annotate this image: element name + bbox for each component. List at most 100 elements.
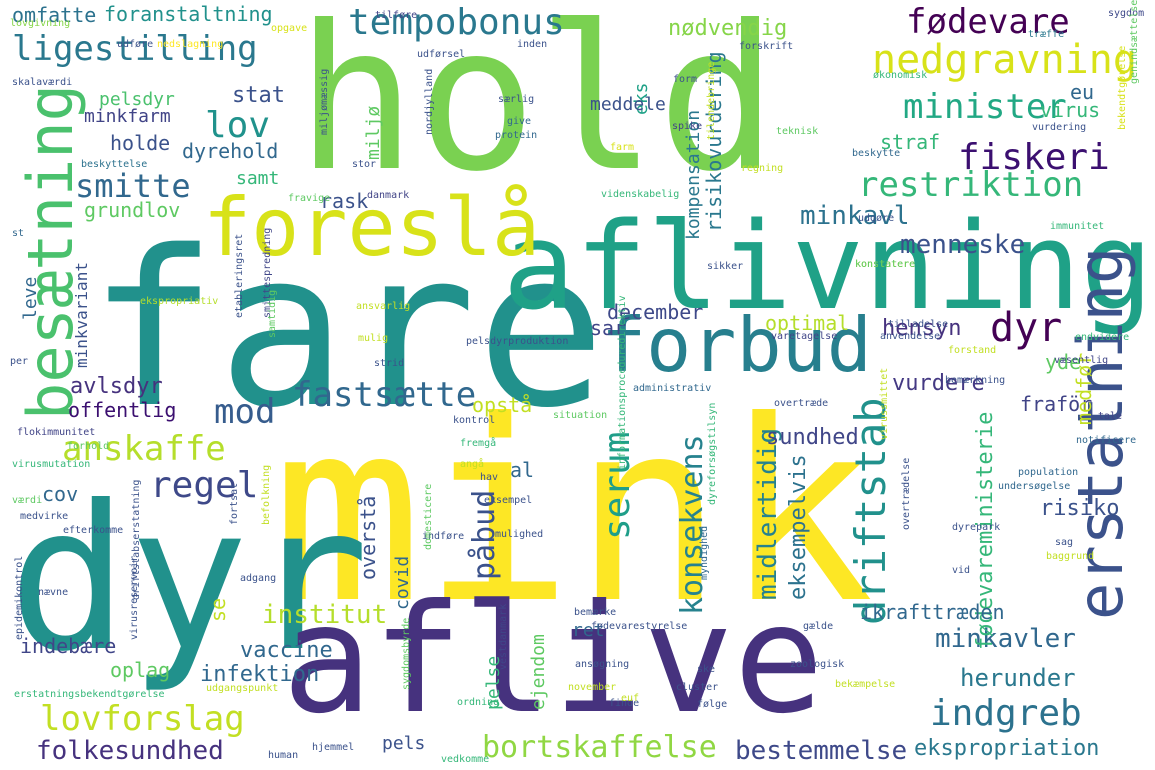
cloud-word: anvendelse <box>880 331 941 342</box>
cloud-word: vestdanmark <box>498 603 509 670</box>
cloud-word: december <box>607 300 704 324</box>
cloud-word: efterkomme <box>63 525 124 536</box>
cloud-word: nedgravning <box>872 37 1137 83</box>
cloud-word: fastsætte <box>292 375 477 415</box>
cloud-word: varetagelse <box>771 331 838 342</box>
cloud-word: ordning <box>457 697 500 708</box>
cloud-word: baggrund <box>1046 551 1095 562</box>
cloud-word: population <box>1018 467 1079 478</box>
cloud-word: vedkomme <box>441 754 490 765</box>
cloud-word: leve <box>20 276 41 320</box>
cloud-word: covid <box>392 555 413 610</box>
cloud-word: ikrafttræden <box>860 600 1005 624</box>
cloud-word: informationsproceduredirektiv <box>617 295 628 470</box>
cloud-word: ekspropriation <box>914 736 1100 761</box>
cloud-word: kontrol <box>453 415 496 426</box>
cloud-word: foranstaltning <box>104 2 273 26</box>
cloud-word: pels <box>382 733 426 754</box>
cloud-word: holde <box>110 131 171 155</box>
cloud-word: nødvendig <box>668 16 788 41</box>
cloud-word: følge <box>697 699 728 710</box>
cloud-word: bemærkning <box>945 375 1006 386</box>
cloud-word: fraför <box>1020 392 1093 416</box>
cloud-word: pelsdyr <box>99 89 175 110</box>
cloud-word: restriktion <box>858 165 1084 205</box>
cloud-word: befolkning <box>261 464 272 525</box>
cloud-word: fare <box>88 204 606 455</box>
cloud-word: eksempel <box>484 495 533 506</box>
cloud-word: tilendebringe <box>706 61 717 140</box>
cloud-word: forhold <box>67 441 110 452</box>
cloud-word: udførsel <box>417 49 466 60</box>
cloud-word: euf <box>621 693 640 704</box>
cloud-word: sundhed <box>766 425 859 450</box>
cloud-word: minkfarm <box>84 106 171 127</box>
cloud-word: udgøre <box>858 213 895 224</box>
cloud-word: flokimmunitet <box>17 427 96 438</box>
cloud-word: tempobonus <box>348 2 565 43</box>
cloud-word: vaccine <box>240 638 333 663</box>
cloud-word: beskyttelse <box>81 159 148 170</box>
cloud-word: tale <box>1098 411 1123 422</box>
cloud-word: aflive <box>282 573 824 747</box>
cloud-word: bemærke <box>574 607 617 618</box>
cloud-word: november <box>568 682 617 693</box>
cloud-word: beskytte <box>852 148 901 159</box>
cloud-word: give <box>507 116 532 127</box>
cloud-word: miljømæssig <box>319 68 330 135</box>
cloud-word: fortsat <box>229 482 240 525</box>
cloud-word: miljø <box>363 105 384 160</box>
cloud-word: human <box>268 750 299 761</box>
cloud-word: yde <box>1045 350 1082 374</box>
cloud-word: virusreservoir <box>129 555 140 640</box>
cloud-word: teknisk <box>776 126 819 137</box>
cloud-word: dyrehold <box>182 139 279 163</box>
cloud-word: menneske <box>900 230 1026 260</box>
cloud-word: økonomisk <box>873 70 928 81</box>
cloud-word: forstand <box>948 345 997 356</box>
cloud-word: opgave <box>271 23 308 34</box>
cloud-word: overtræde <box>774 398 829 409</box>
cloud-word: adgang <box>240 573 277 584</box>
cloud-word: fiskeri <box>958 137 1110 178</box>
cloud-word: ansvarlig <box>356 301 411 312</box>
cloud-word: anskaffe <box>62 429 226 469</box>
cloud-word: minkvariant <box>72 262 91 368</box>
cloud-word: per <box>10 356 29 367</box>
cloud-word: bekendtgørelse <box>1117 45 1128 130</box>
cloud-word: lovforslag <box>40 699 245 739</box>
cloud-word: forskrift <box>739 41 794 52</box>
cloud-word: nævne <box>38 587 69 598</box>
cloud-word: myndighed <box>699 525 710 580</box>
cloud-word: mink <box>272 367 875 658</box>
cloud-word: cov <box>42 482 79 506</box>
cloud-word: etableringsret <box>234 233 245 318</box>
cloud-word: fravige <box>288 193 331 204</box>
cloud-word: institut <box>262 600 388 630</box>
cloud-word: mulighed <box>495 529 544 540</box>
cloud-word: eksempelvis <box>786 454 811 600</box>
cloud-word: zoologisk <box>790 659 845 670</box>
cloud-word: videnskabelig <box>601 189 680 200</box>
cloud-word: aflivning <box>502 198 1153 337</box>
cloud-word: udføre <box>117 39 154 50</box>
cloud-word: dyr <box>990 305 1063 351</box>
cloud-word: mulig <box>358 333 389 344</box>
cloud-word: risiko <box>1040 496 1120 521</box>
cloud-word: gælde <box>803 621 834 632</box>
cloud-word: straf <box>880 130 941 154</box>
cloud-word: situation <box>553 410 608 421</box>
cloud-word: konsekvens <box>675 434 710 615</box>
cloud-word: overstå <box>356 495 380 580</box>
cloud-word: herunder <box>960 664 1076 692</box>
cloud-word: pelsdyrproduktion <box>466 336 569 347</box>
cloud-word: fødevarestyrelse <box>591 621 688 632</box>
cloud-word: dyreforsøgstilsyn <box>707 402 718 505</box>
cloud-word: cluster <box>676 682 719 693</box>
cloud-word: minkavl <box>800 201 910 231</box>
cloud-word: strid <box>374 358 405 369</box>
cloud-word: ekspropriativ <box>140 296 219 307</box>
cloud-word: sygdom <box>1108 8 1145 19</box>
cloud-word: virus <box>1040 98 1101 122</box>
